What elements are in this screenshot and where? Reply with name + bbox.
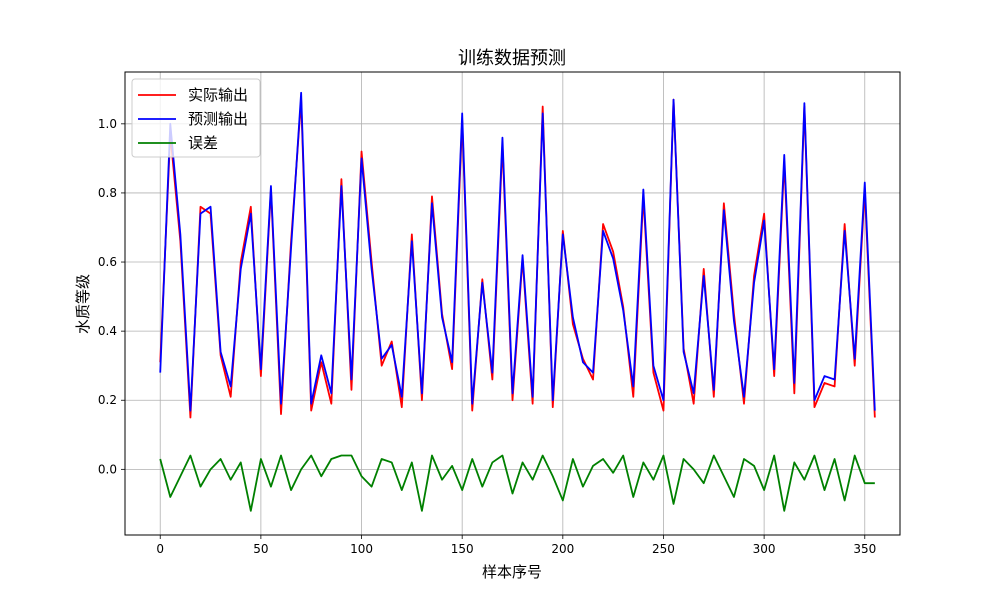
x-tick-label: 100: [350, 542, 373, 556]
x-tick-label: 250: [652, 542, 675, 556]
legend-label: 实际输出: [188, 86, 248, 104]
x-tick-label: 200: [551, 542, 574, 556]
x-axis-title: 样本序号: [482, 563, 542, 581]
series-line: [159, 91, 876, 412]
chart-title: 训练数据预测: [458, 48, 566, 69]
y-tick-label: 0.8: [98, 186, 117, 200]
x-tick-label: 350: [853, 542, 876, 556]
axis-ticks: 0 50 100 150 200 250 300 350 0.0 0.2 0.4 0.6 0.8 1.0: [98, 117, 876, 556]
legend-label: 预测输出: [188, 110, 248, 128]
x-tick-label: 50: [253, 542, 268, 556]
y-tick-label: 0.4: [98, 324, 117, 338]
series-lines: [159, 91, 876, 512]
x-tick-label: 150: [451, 542, 474, 556]
x-tick-label: 0: [156, 542, 164, 556]
y-tick-label: 1.0: [98, 117, 117, 131]
plot-frame: [124, 71, 901, 536]
legend-box: [131, 78, 261, 158]
y-tick-label: 0.0: [98, 462, 117, 476]
legend-label: 误差: [188, 134, 218, 152]
series-line: [159, 454, 875, 512]
y-tick-label: 0.6: [98, 255, 117, 269]
y-axis-title: 水质等级: [74, 274, 92, 334]
y-tick-label: 0.2: [98, 393, 117, 407]
x-tick-label: 300: [753, 542, 776, 556]
